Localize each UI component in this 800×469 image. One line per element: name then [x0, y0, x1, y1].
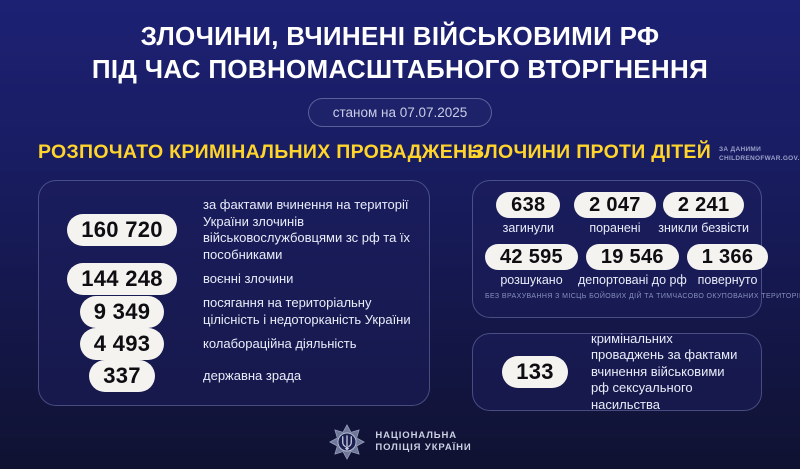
stat-value: 2 047 — [574, 192, 656, 218]
stat-description: посягання на територіальну цілісність і … — [203, 295, 411, 327]
stat-value: 144 248 — [67, 263, 177, 295]
criminal-proceedings-section: РОЗПОЧАТО КРИМІНАЛЬНИХ ПРОВАДЖЕНЬ 160 72… — [38, 141, 482, 411]
date-badge: станом на 07.07.2025 — [307, 98, 493, 127]
page-title-line-2: ПІД ЧАС ПОВНОМАСШТАБНОГО ВТОРГНЕННЯ — [91, 54, 709, 84]
stat-label: поранені — [589, 221, 641, 235]
stat-value: 19 546 — [585, 244, 679, 270]
children-stats-row-2: 42 595 розшукано 19 546 депортовані до р… — [485, 244, 769, 287]
stat-row: 337 державна зрада — [53, 360, 413, 392]
stat-description: колабораційна діяльність — [203, 335, 357, 351]
children-heading: ЗЛОЧИНИ ПРОТИ ДІТЕЙ — [472, 141, 712, 163]
stat-value: 2 241 — [662, 192, 745, 218]
stat-row: 144 248 воєнні злочини — [53, 263, 413, 295]
crimes-against-children-section: ЗЛОЧИНИ ПРОТИ ДІТЕЙ ЗА ДАНИМИ CHILDRENOF… — [472, 141, 800, 412]
stat-label: депортовані до рф — [577, 273, 687, 287]
children-stats-panel: 638 загинули 2 047 поранені 2 241 зникли… — [472, 180, 800, 318]
stat-value: 638 — [496, 192, 561, 218]
page-title-line-1: ЗЛОЧИНИ, ВЧИНЕНІ ВІЙСЬКОВИМИ РФ — [140, 21, 660, 51]
stat-row: 4 493 колабораційна діяльність — [53, 328, 413, 360]
footer: НАЦІОНАЛЬНА ПОЛІЦІЯ УКРАЇНИ — [0, 423, 800, 461]
stat-cell: 2 047 поранені — [572, 192, 659, 235]
stat-label: розшукано — [500, 273, 563, 287]
stat-row: 9 349 посягання на територіальну цілісні… — [53, 295, 413, 328]
stat-description: за фактами вчинення на території України… — [203, 197, 411, 262]
stat-cell: 2 241 зникли безвісти — [658, 192, 749, 235]
stat-description: кримінальних проваджень за фактами вчине… — [591, 330, 738, 412]
stat-description: державна зрада — [203, 367, 302, 383]
stat-label: зникли безвісти — [658, 221, 749, 235]
stat-label: повернуто — [697, 273, 758, 287]
data-source-note: ЗА ДАНИМИ CHILDRENOFWAR.GOV.UA — [719, 146, 800, 162]
stat-value: 1 366 — [686, 244, 769, 270]
sexual-violence-panel: 133 кримінальних проваджень за фактами в… — [472, 330, 762, 412]
stat-row: 160 720 за фактами вчинення на території… — [53, 197, 413, 263]
stat-cell: 42 595 розшукано — [485, 244, 578, 287]
stat-value: 42 595 — [485, 244, 578, 270]
header: ЗЛОЧИНИ, ВЧИНЕНІ ВІЙСЬКОВИМИ РФ ПІД ЧАС … — [0, 0, 800, 86]
children-stats-row-1: 638 загинули 2 047 поранені 2 241 зникли… — [485, 192, 749, 235]
stat-value: 4 493 — [79, 328, 165, 360]
police-star-trident-icon — [328, 423, 366, 461]
stat-value: 337 — [89, 360, 155, 392]
stat-label: загинули — [502, 221, 554, 235]
main-content: РОЗПОЧАТО КРИМІНАЛЬНИХ ПРОВАДЖЕНЬ 160 72… — [0, 141, 800, 412]
criminal-proceedings-panel: 160 720 за фактами вчинення на території… — [38, 180, 430, 406]
stat-value: 133 — [502, 356, 568, 388]
stat-cell: 638 загинули — [485, 192, 572, 235]
stat-cell: 1 366 повернуто — [686, 244, 769, 287]
children-stats-footnote: БЕЗ ВРАХУВАННЯ З МІСЦЬ БОЙОВИХ ДІЙ ТА ТИ… — [485, 293, 800, 300]
stat-value: 9 349 — [79, 295, 165, 328]
criminal-proceedings-heading: РОЗПОЧАТО КРИМІНАЛЬНИХ ПРОВАДЖЕНЬ — [38, 141, 482, 163]
organization-name: НАЦІОНАЛЬНА ПОЛІЦІЯ УКРАЇНИ — [375, 429, 472, 454]
stat-description: воєнні злочини — [203, 270, 294, 286]
stat-cell: 19 546 депортовані до рф — [577, 244, 687, 287]
date-badge-container: станом на 07.07.2025 — [0, 98, 800, 127]
stat-value: 160 720 — [67, 214, 177, 246]
